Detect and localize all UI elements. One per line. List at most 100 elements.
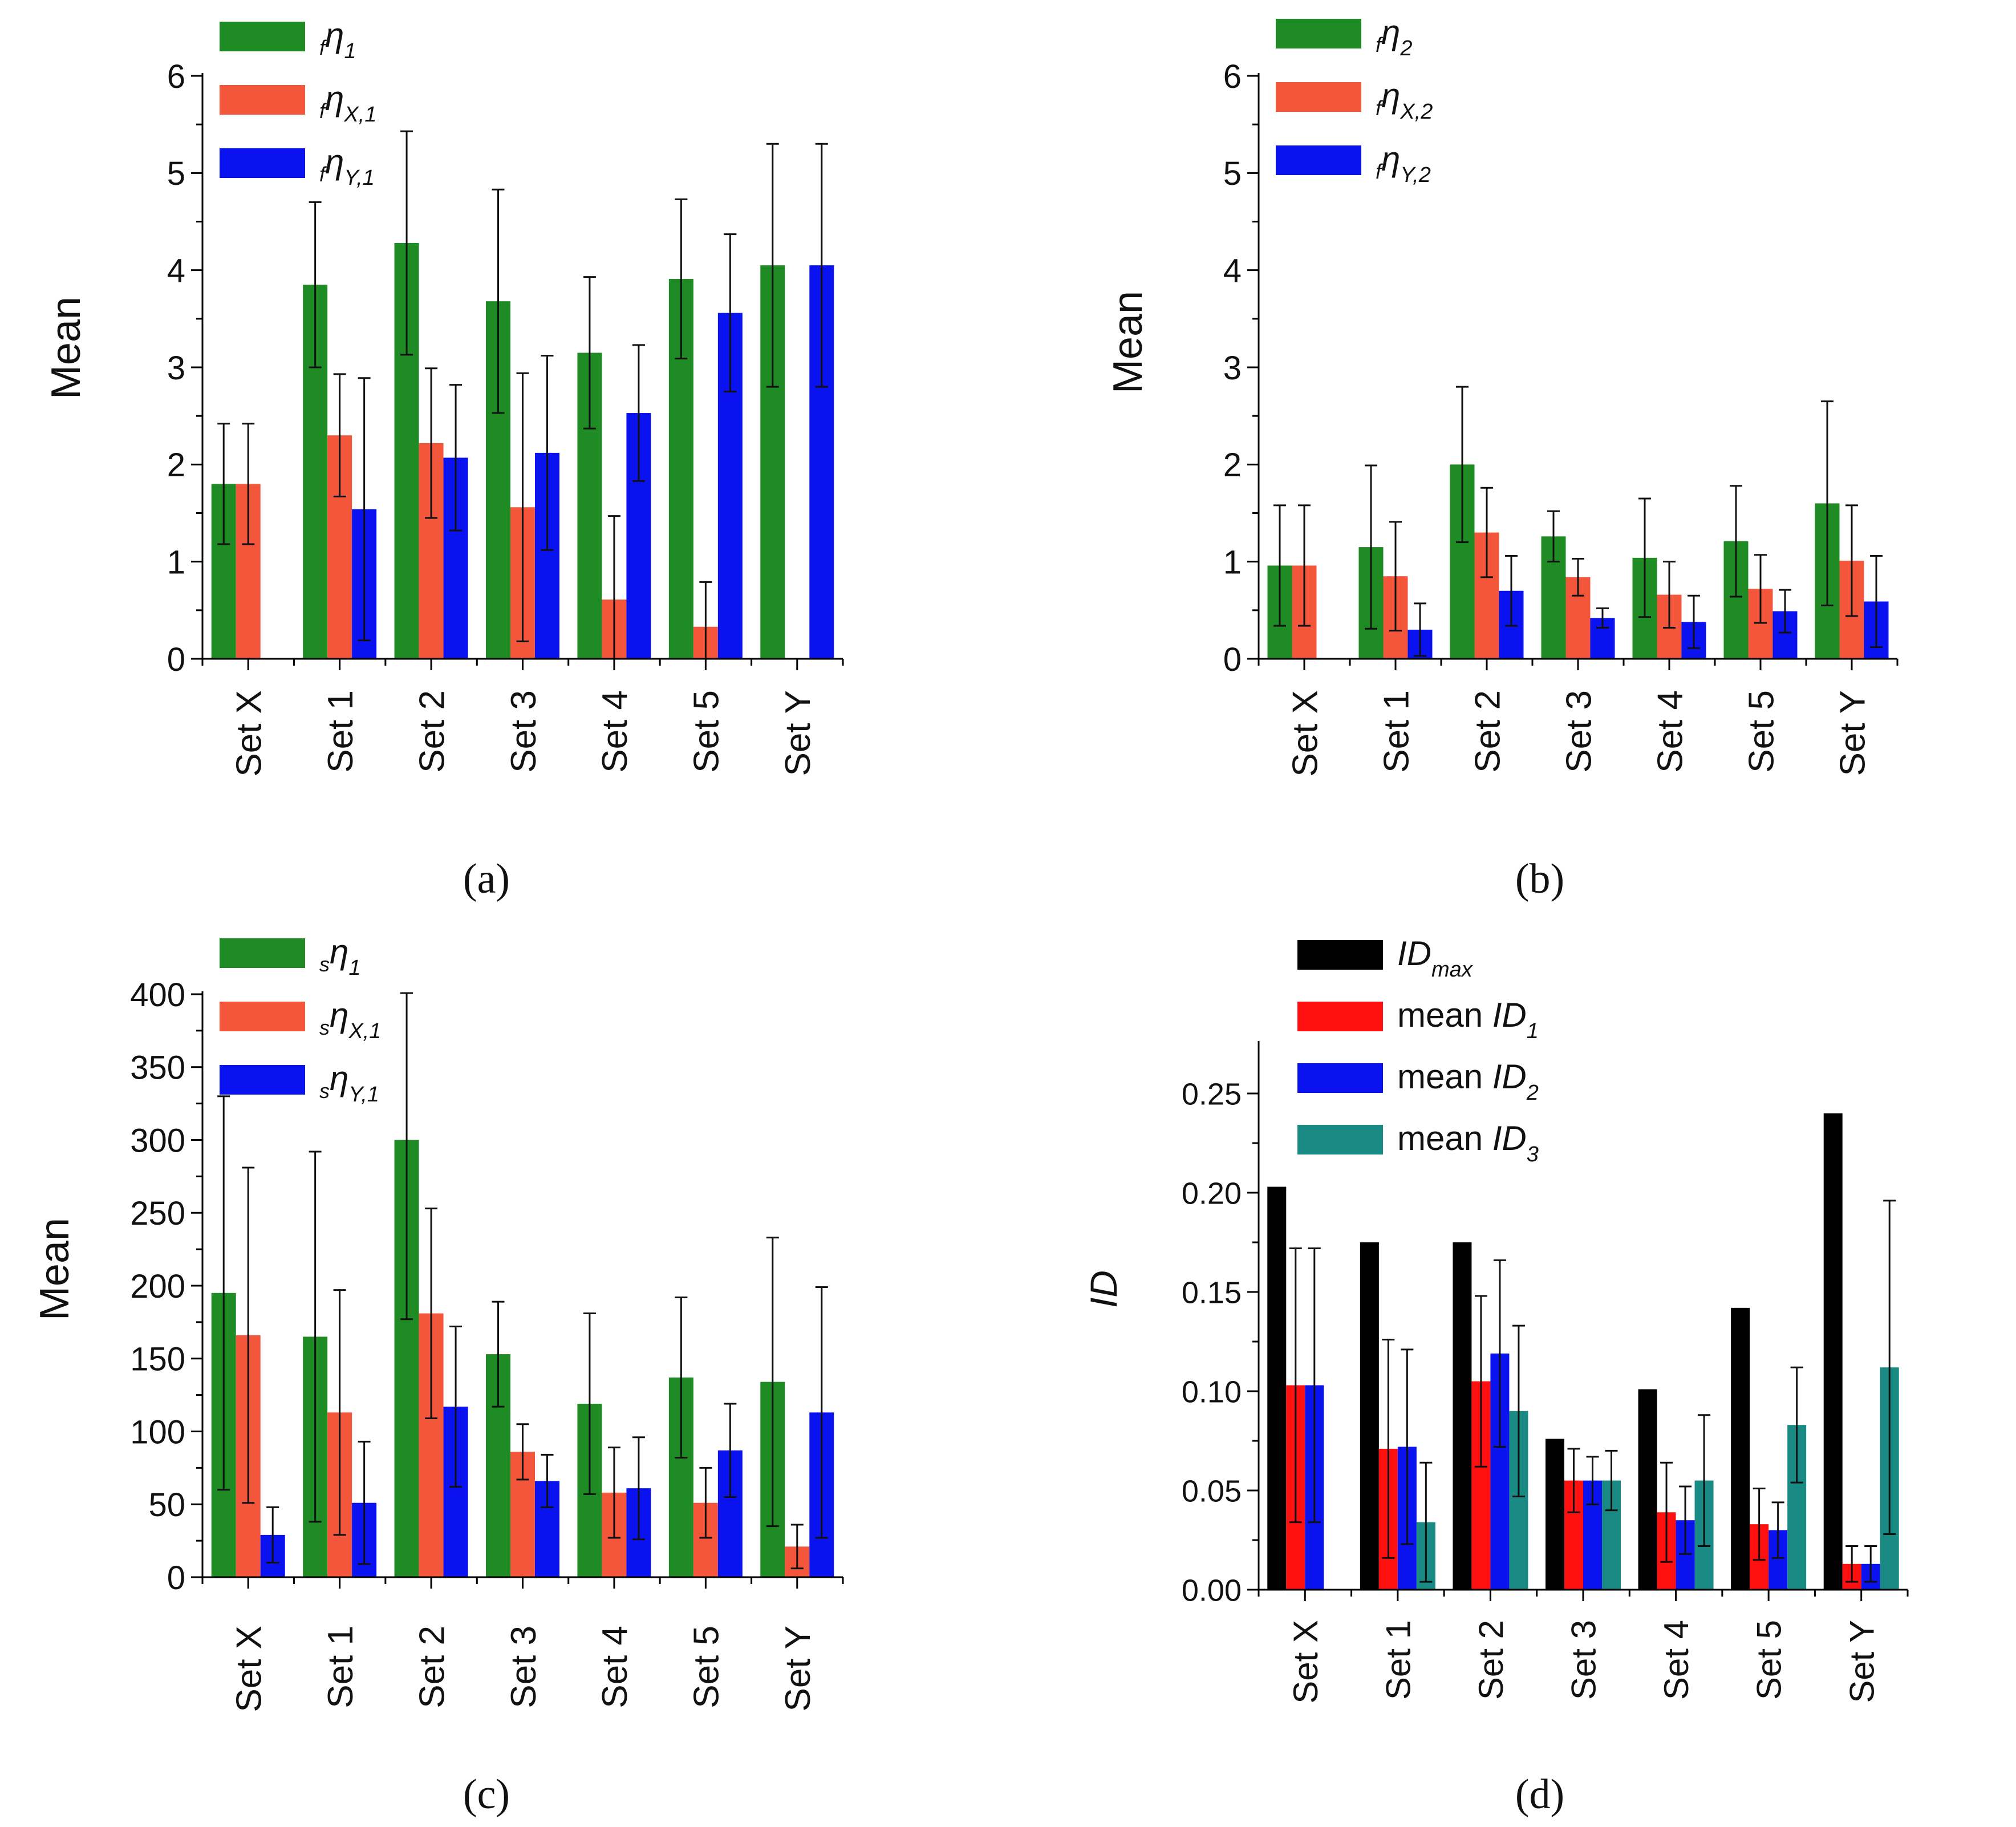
error-bar-b-1-0	[1298, 504, 1311, 627]
legend-entry: fη2	[1376, 13, 1412, 60]
error-bar-d-3-5	[1790, 1366, 1803, 1484]
chart-panel-a: 0 1 2 3 4 5 6 Set X Set 1 Set 2 Set 3 Set 4 Set 5 Set…	[43, 16, 844, 902]
panel-label: (d)	[1515, 1771, 1564, 1818]
legend-subscript: Y,2	[1400, 163, 1431, 187]
error-bar-d-2-0	[1308, 1247, 1321, 1524]
x-tick-label: Set X	[230, 1626, 269, 1712]
y-tick-label: 4	[1223, 253, 1242, 290]
error-bar-b-1-4	[1663, 561, 1676, 629]
legend-symbol: ID	[1492, 996, 1527, 1034]
x-tick-label: Set 4	[1650, 690, 1690, 773]
x-tick-label: Set Y	[778, 1626, 818, 1712]
legend-symbol: η	[325, 79, 344, 118]
error-bar-a-0-3	[492, 188, 505, 414]
legend-entry: fηX,2	[1376, 76, 1433, 124]
y-tick-label: 0	[167, 641, 185, 678]
error-bar-d-2-3	[1586, 1456, 1599, 1505]
error-bar-b-0-0	[1273, 504, 1286, 627]
error-bar-b-1-1	[1389, 521, 1402, 632]
error-bar-b-2-1	[1414, 602, 1426, 657]
legend-swatch	[1276, 19, 1361, 48]
error-bar-c-2-0	[266, 1506, 279, 1563]
y-tick-label: 50	[148, 1486, 185, 1524]
error-bar-c-0-2	[400, 992, 413, 1320]
legend-swatch	[220, 1065, 305, 1095]
y-tick-label: 0.20	[1182, 1176, 1242, 1210]
x-tick-label: Set 4	[1657, 1620, 1695, 1700]
error-bar-c-0-4	[583, 1312, 596, 1495]
error-bar-b-0-1	[1365, 464, 1377, 630]
x-tick-label: Set 2	[412, 1626, 452, 1708]
error-bar-d-3-1	[1419, 1461, 1433, 1583]
legend-symbol: η	[330, 996, 348, 1034]
legend-entry: fηY,1	[319, 143, 375, 190]
error-bar-a-1-3	[516, 372, 529, 642]
error-bar-b-2-4	[1688, 594, 1700, 649]
error-bar-c-1-2	[425, 1208, 438, 1420]
x-tick-label: Set 4	[595, 690, 635, 773]
legend-subscript: 1	[344, 39, 356, 63]
error-bar-d-3-2	[1512, 1324, 1525, 1497]
error-bar-d-1-4	[1660, 1461, 1673, 1563]
panel-label: (a)	[463, 856, 510, 902]
y-tick-label: 400	[130, 977, 185, 1014]
legend-swatch	[220, 938, 305, 968]
y-tick-label: 100	[130, 1413, 185, 1451]
y-axis-title: Mean	[32, 1218, 78, 1320]
error-bar-d-1-2	[1474, 1295, 1487, 1468]
legend-subscript: 3	[1527, 1143, 1539, 1166]
error-bar-c-1-4	[607, 1447, 620, 1539]
error-bar-c-2-1	[358, 1440, 371, 1565]
y-tick-label: 6	[167, 58, 185, 95]
legend: fη1 fηX,1 fηY,1	[220, 16, 376, 190]
error-bar-b-1-6	[1845, 504, 1858, 617]
y-tick-label: 5	[1223, 155, 1242, 192]
error-bar-a-0-1	[309, 201, 322, 368]
error-bar-c-0-5	[675, 1296, 688, 1459]
y-tick-label: 1	[1223, 544, 1242, 581]
y-tick-label: 6	[1223, 58, 1242, 95]
x-tick-label: Set 1	[321, 690, 360, 773]
error-bar-b-0-3	[1547, 510, 1560, 563]
error-bar-d-3-6	[1883, 1200, 1896, 1536]
legend-subscript: X,2	[1400, 100, 1433, 124]
legend-symbol: η	[1381, 140, 1400, 178]
x-tick-label: Set Y	[1843, 1620, 1881, 1703]
legend-prefix: mean	[1397, 1058, 1492, 1096]
y-tick-label: 250	[130, 1195, 185, 1232]
legend-prefix: mean	[1397, 996, 1492, 1034]
legend-subscript: 2	[1400, 37, 1412, 60]
bar-d-0-1	[1360, 1242, 1379, 1590]
y-tick-label: 350	[130, 1050, 185, 1087]
error-bar-d-3-3	[1605, 1449, 1618, 1512]
legend-entry: mean ID2	[1397, 1058, 1539, 1105]
y-tick-label: 300	[130, 1122, 185, 1159]
y-tick-label: 3	[1223, 350, 1242, 387]
legend-entry: IDmax	[1397, 934, 1474, 982]
x-tick-label: Set 5	[1742, 690, 1781, 773]
error-bar-a-2-4	[632, 344, 645, 482]
legend-prefix: s	[319, 953, 330, 976]
error-bar-a-1-0	[242, 423, 255, 545]
legend-entry: mean ID3	[1397, 1119, 1539, 1166]
error-bar-b-2-2	[1505, 554, 1518, 627]
y-axis-title: Mean	[1105, 291, 1151, 394]
error-bar-c-2-5	[724, 1403, 737, 1498]
error-bar-c-0-3	[492, 1301, 505, 1408]
legend-entry: fηX,1	[319, 79, 376, 127]
error-bar-d-2-4	[1679, 1485, 1692, 1555]
y-tick-label: 200	[130, 1268, 185, 1305]
legend-swatch	[1297, 940, 1383, 970]
error-bar-c-2-3	[541, 1453, 554, 1508]
x-tick-label: Set 1	[321, 1626, 360, 1708]
x-tick-label: Set 1	[1379, 1620, 1417, 1700]
error-bar-c-1-1	[333, 1289, 346, 1536]
legend-swatch	[1297, 1063, 1383, 1093]
x-tick-label: Set X	[1285, 690, 1325, 777]
error-bar-c-1-6	[790, 1524, 804, 1570]
legend-symbol: ID	[1492, 1119, 1527, 1157]
y-tick-label: 2	[1223, 447, 1242, 484]
